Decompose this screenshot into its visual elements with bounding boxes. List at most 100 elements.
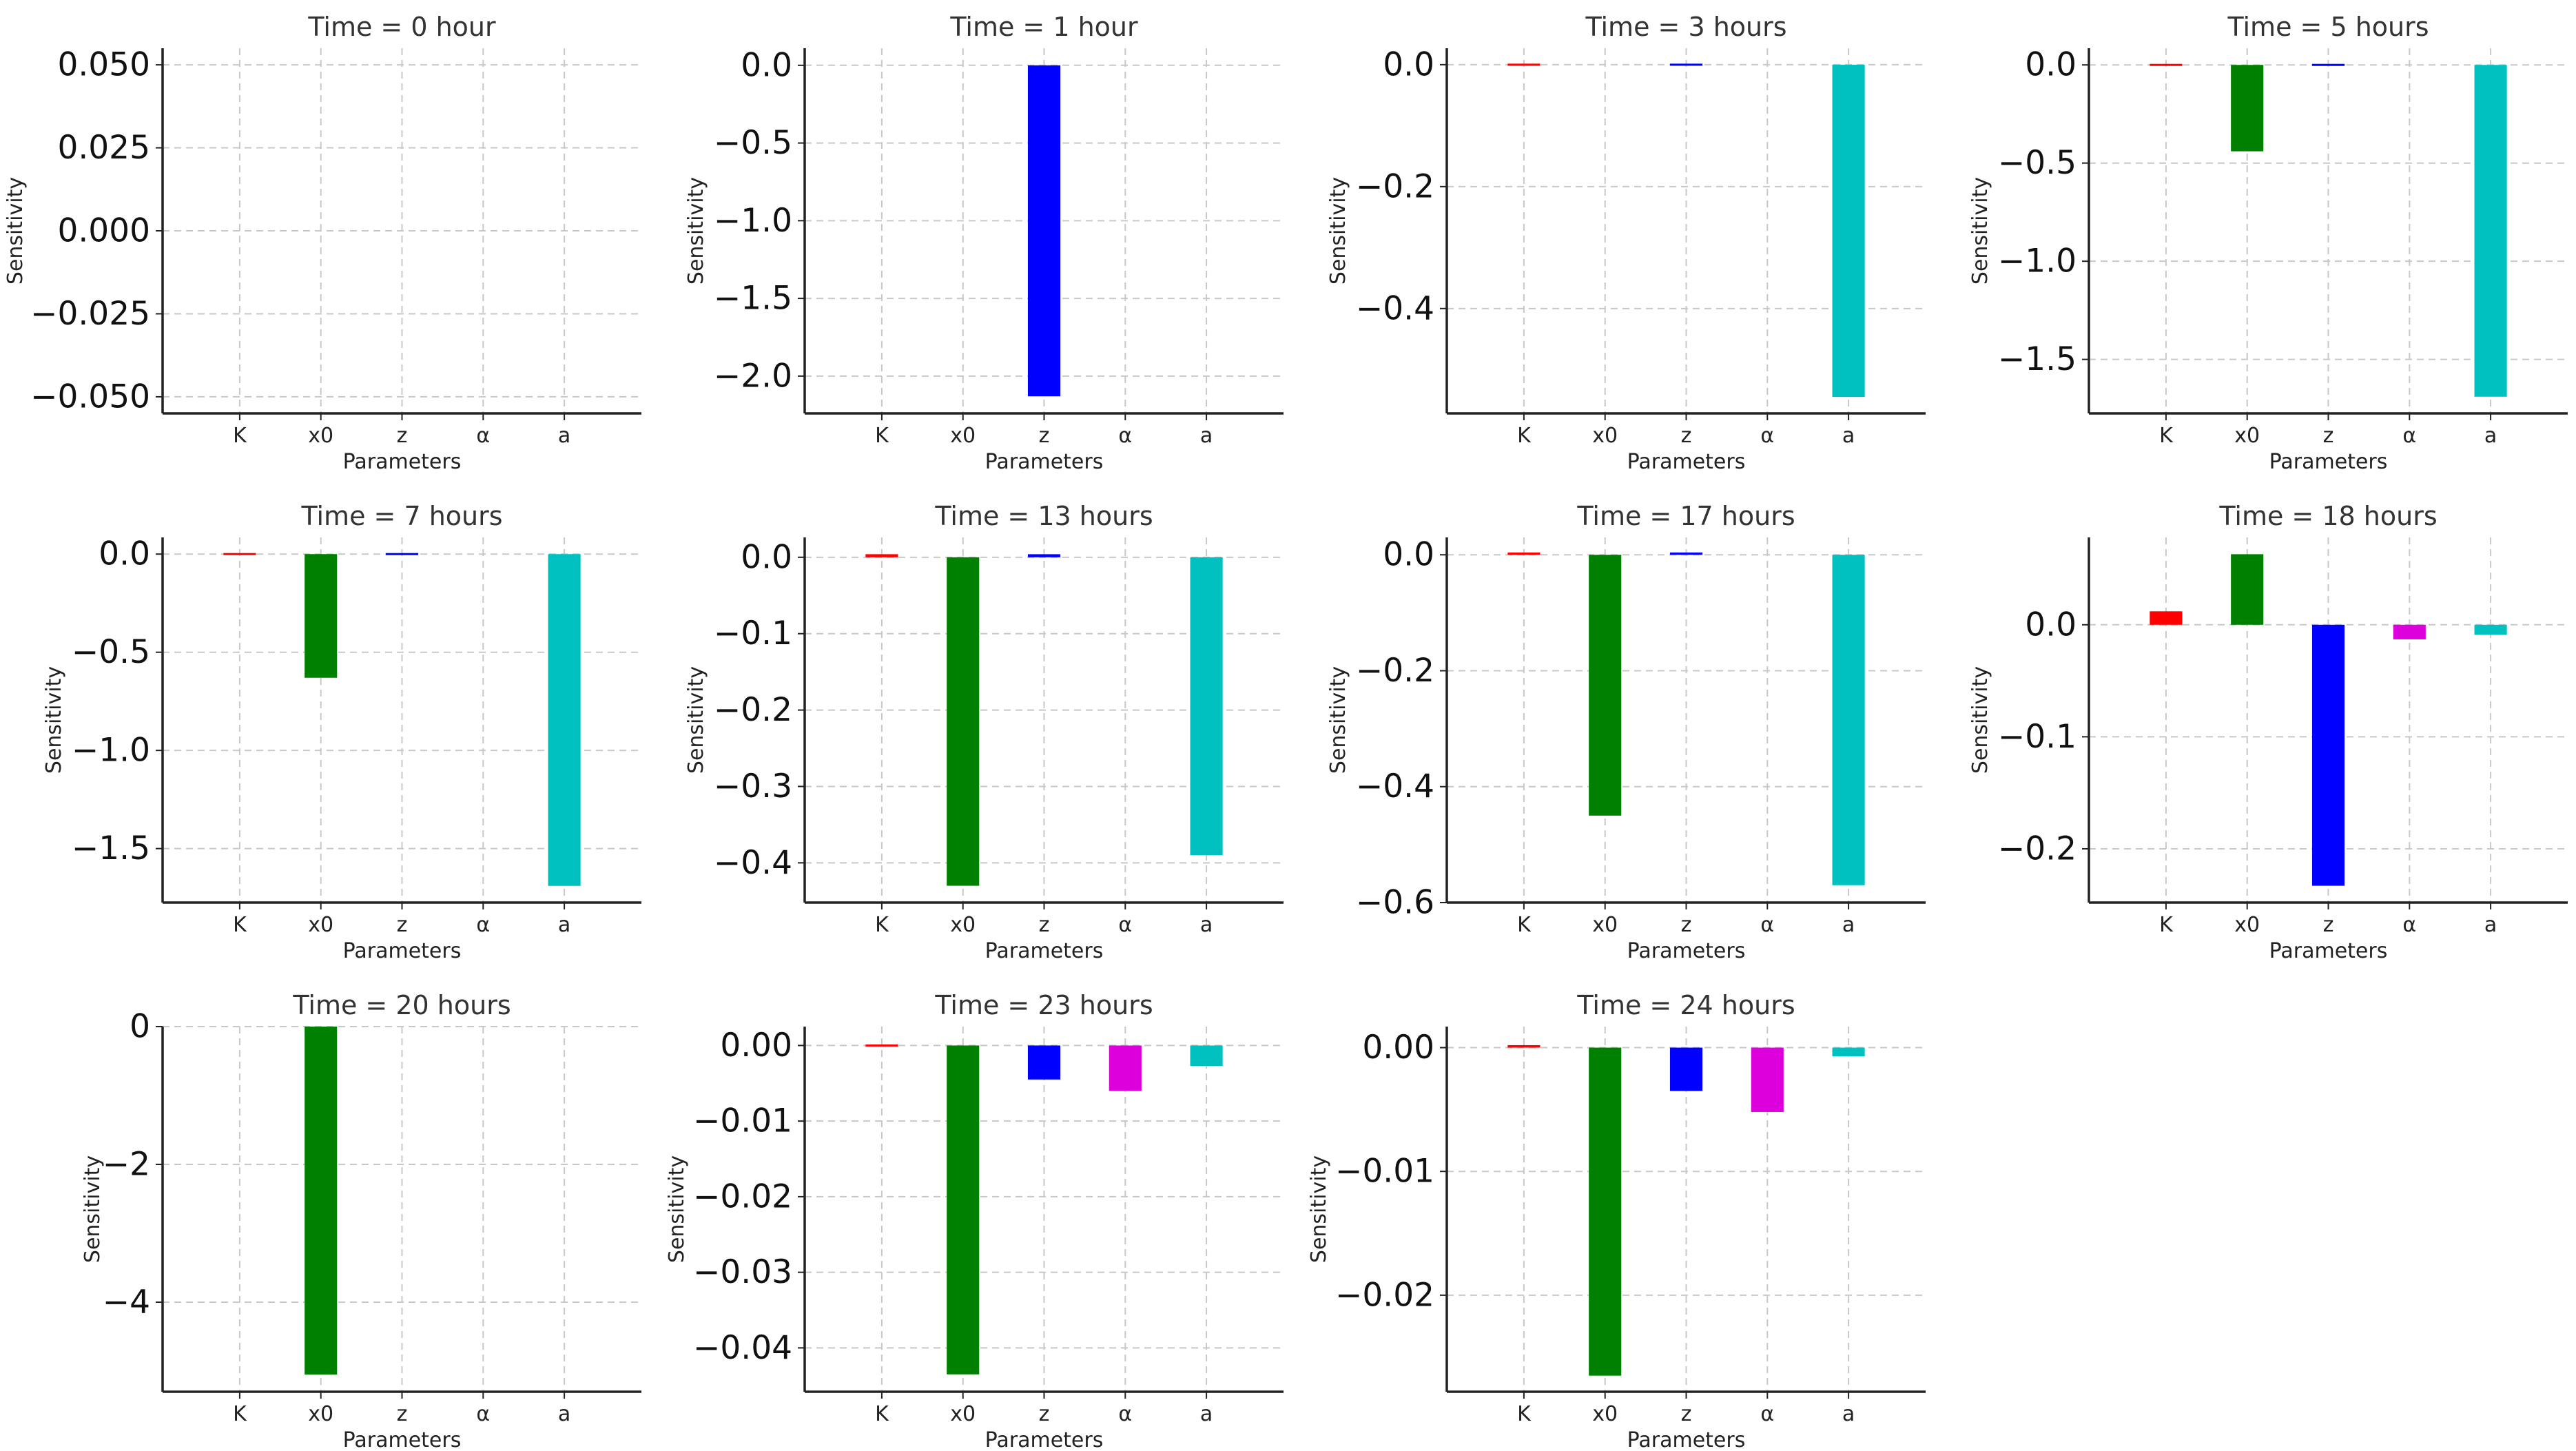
x-tick-label: a [558, 913, 570, 937]
subplot-2: Time = 3 hours 0.0 −0.2 −0.4 K x0 z α a Parameter… [1326, 12, 1926, 474]
bar-a [1190, 557, 1223, 856]
bar-z [2311, 63, 2345, 66]
x-tick-label: α [1760, 1402, 1774, 1426]
y-tick-label: −0.6 [1356, 884, 1434, 922]
y-tick-label: 0.0 [2025, 46, 2077, 84]
x-axis-label: Parameters [985, 939, 1104, 963]
x-tick-label: x0 [1592, 424, 1618, 448]
y-axis-label: Sensitivity [42, 666, 66, 774]
y-tick-label: −0.2 [714, 691, 792, 729]
x-tick-label: α [1118, 913, 1132, 937]
y-axis-label: Sensitivity [3, 177, 28, 285]
bar-x0 [1589, 1047, 1622, 1376]
x-tick-label: z [397, 424, 408, 448]
x-tick-label: α [1760, 424, 1774, 448]
subplot-4: Time = 7 hours 0.0 −0.5 −1.0 −1.5 K x0 z α a Param… [42, 501, 641, 963]
bar-α [1109, 1045, 1142, 1091]
y-tick-label: −1.0 [72, 732, 150, 770]
chart-title: Time = 24 hours [1576, 990, 1795, 1020]
x-tick-label: K [875, 913, 889, 937]
y-tick-label: −0.4 [714, 844, 792, 882]
bar-x0 [1589, 555, 1622, 816]
y-tick-label: 0.0 [1383, 536, 1434, 574]
y-tick-label: −0.01 [1335, 1153, 1434, 1191]
y-tick-label: −4 [103, 1284, 150, 1321]
y-tick-label: −0.025 [30, 295, 150, 333]
y-tick-label: 0.0 [2025, 606, 2077, 644]
bar-K [223, 553, 256, 555]
x-tick-label: z [1681, 424, 1692, 448]
x-axis-label: Parameters [985, 1428, 1104, 1451]
x-tick-label: K [233, 1402, 247, 1426]
subplot-3: Time = 5 hours 0.0 −0.5 −1.0 −1.5 K x0 z α a Param… [1968, 12, 2568, 474]
chart-title: Time = 5 hours [2227, 12, 2429, 42]
x-tick-label: K [1517, 424, 1532, 448]
subplot-9: Time = 23 hours 0.00 −0.01 −0.02 −0.03 −0.04 K… [665, 990, 1284, 1451]
x-tick-label: a [1200, 913, 1213, 937]
x-tick-label: x0 [2234, 424, 2260, 448]
x-tick-label: x0 [950, 1402, 976, 1426]
bar-z [1669, 552, 1703, 555]
x-tick-label: K [875, 424, 889, 448]
bar-α [2393, 624, 2426, 639]
subplot-0: Time = 0 hour 0.050 0.025 0.000 −0.025 −0.050… [3, 12, 641, 474]
bar-α [1751, 1047, 1784, 1112]
x-tick-label: α [476, 1402, 490, 1426]
x-tick-label: K [233, 424, 247, 448]
bar-K [2150, 611, 2183, 625]
subplot-1: Time = 1 hour 0.0 −0.5 −1.0 −1.5 −2.0 K x0 z α a Pa… [684, 12, 1284, 474]
bar-K [2150, 63, 2183, 66]
y-axis-label: Sensitivity [1307, 1155, 1331, 1263]
y-axis-label: Sensitivity [684, 666, 708, 774]
y-tick-label: −1.5 [714, 280, 792, 318]
y-tick-label: −0.4 [1356, 289, 1434, 327]
y-tick-label: −0.03 [693, 1253, 792, 1291]
x-tick-label: z [1681, 1402, 1692, 1426]
x-axis-label: Parameters [1627, 939, 1746, 963]
x-tick-label: K [2159, 913, 2174, 937]
y-tick-label: −0.5 [72, 633, 150, 671]
bar-a [548, 554, 581, 886]
chart-title: Time = 17 hours [1576, 501, 1795, 531]
y-tick-label: 0.0 [99, 535, 150, 573]
y-tick-label: −0.04 [693, 1329, 792, 1367]
x-tick-label: a [558, 1402, 570, 1426]
y-tick-label: 0.00 [1362, 1029, 1434, 1067]
x-tick-label: x0 [308, 1402, 333, 1426]
bar-K [865, 554, 898, 557]
bar-z [1669, 63, 1703, 66]
subplot-8: Time = 20 hours 0 −2 −4 K x0 z α a Parameters Sens… [81, 990, 641, 1451]
x-tick-label: x0 [950, 913, 976, 937]
bar-z [385, 553, 419, 555]
x-tick-label: a [2484, 424, 2497, 448]
bar-K [865, 1044, 898, 1047]
y-tick-label: 0 [130, 1008, 150, 1046]
y-tick-label: −2 [103, 1146, 150, 1184]
x-axis-label: Parameters [985, 450, 1104, 474]
y-tick-label: 0.050 [57, 46, 150, 84]
y-tick-label: 0.0 [741, 538, 792, 576]
subplot-7: Time = 18 hours 0.0 −0.1 −0.2 K x0 z α a Paramete… [1968, 501, 2568, 963]
bar-z [1027, 65, 1061, 397]
y-tick-label: −1.0 [1998, 243, 2077, 280]
x-tick-label: a [1200, 424, 1213, 448]
x-axis-label: Parameters [2269, 939, 2388, 963]
bar-K [1507, 1044, 1541, 1048]
x-tick-label: K [1517, 913, 1532, 937]
x-tick-label: a [1842, 424, 1855, 448]
chart-title: Time = 3 hours [1585, 12, 1786, 42]
y-tick-label: 0.0 [741, 46, 792, 84]
x-tick-label: x0 [308, 913, 333, 937]
y-tick-label: −0.2 [1998, 830, 2077, 867]
subplot-6: Time = 17 hours 0.0 −0.2 −0.4 −0.6 K x0 z α a Para… [1326, 501, 1926, 963]
x-tick-label: x0 [950, 424, 976, 448]
x-tick-label: z [1039, 1402, 1050, 1426]
y-axis-label: Sensitivity [81, 1155, 105, 1263]
bar-a [1832, 1047, 1865, 1057]
y-tick-label: −0.5 [1998, 144, 2077, 182]
subplot-10: Time = 24 hours 0.00 −0.01 −0.02 K x0 z α a Param… [1307, 990, 1926, 1451]
bar-x0 [305, 1027, 338, 1375]
x-tick-label: α [1760, 913, 1774, 937]
x-tick-label: z [397, 913, 408, 937]
chart-title: Time = 13 hours [934, 501, 1153, 531]
